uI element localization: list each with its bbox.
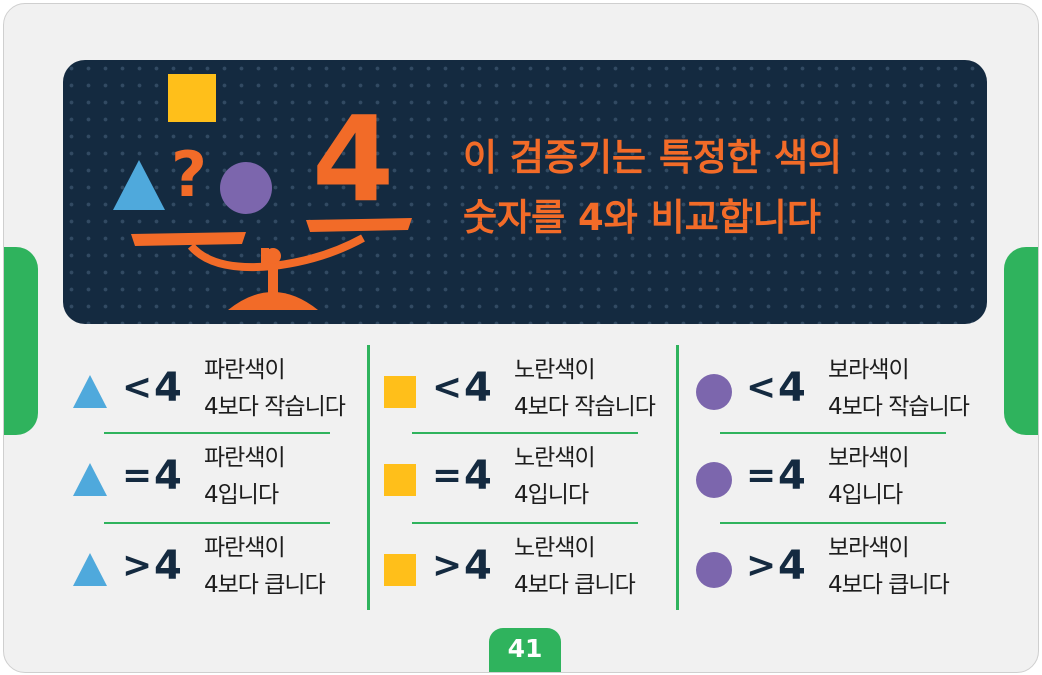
color-label: 노란색이	[514, 357, 596, 383]
row-divider	[720, 522, 946, 524]
color-label: 노란색이	[514, 445, 596, 471]
page-number-tab: 41	[489, 628, 561, 672]
color-label: 노란색이	[514, 535, 596, 561]
yellow-square-icon	[168, 74, 216, 122]
color-label: 파란색이	[204, 535, 286, 561]
yellow-square-icon	[384, 376, 416, 408]
blue-triangle-icon	[73, 553, 107, 586]
row-divider	[104, 432, 330, 434]
comparison-row: < 4 파란색이 4보다 작습니다	[70, 344, 360, 432]
right-side-tab	[1004, 247, 1038, 435]
number-four-weight: 4	[312, 90, 394, 228]
comparison-label: 4입니다	[828, 482, 903, 508]
question-mark: ?	[171, 138, 207, 211]
number-four: 4	[154, 365, 182, 411]
comparison-text: 노란색이 4보다 작습니다	[514, 352, 656, 426]
column-divider	[367, 345, 370, 610]
blue-triangle-icon	[73, 463, 107, 496]
row-divider	[104, 522, 330, 524]
purple-circle-icon	[220, 162, 272, 214]
equals-symbol: =	[122, 455, 153, 496]
yellow-square-icon	[384, 554, 416, 586]
column-divider	[676, 345, 679, 610]
comparison-row: < 4 보라색이 4보다 작습니다	[694, 344, 984, 432]
number-four: 4	[464, 543, 492, 589]
row-divider	[720, 432, 946, 434]
color-label: 파란색이	[204, 357, 286, 383]
purple-circle-icon	[696, 374, 732, 410]
comparison-text: 파란색이 4보다 큽니다	[204, 530, 326, 604]
purple-circle-icon	[696, 552, 732, 588]
row-divider	[412, 432, 638, 434]
left-side-tab	[4, 247, 38, 435]
comparison-row: > 4 보라색이 4보다 큽니다	[694, 522, 984, 610]
blue-triangle-icon	[73, 375, 107, 408]
comparison-text: 보라색이 4보다 큽니다	[828, 530, 950, 604]
comparison-label: 4입니다	[514, 482, 589, 508]
comparison-label: 4입니다	[204, 482, 279, 508]
page-number: 41	[507, 634, 543, 663]
comparison-text: 보라색이 4입니다	[828, 440, 910, 514]
balance-scale-illustration: ? 4	[113, 74, 412, 310]
comparison-row: > 4 노란색이 4보다 큽니다	[380, 522, 670, 610]
comparison-label: 4보다 작습니다	[204, 394, 346, 420]
equals-symbol: =	[746, 455, 777, 496]
blue-triangle-icon	[113, 160, 165, 210]
color-label: 보라색이	[828, 535, 910, 561]
color-label: 보라색이	[828, 357, 910, 383]
page-card: ? 4 이 검증기는 특정한 색의 숫자를 4와 비교합니다 < 4	[3, 3, 1039, 673]
comparison-label: 4보다 큽니다	[514, 572, 636, 598]
title-banner: ? 4 이 검증기는 특정한 색의 숫자를 4와 비교합니다	[63, 60, 987, 324]
yellow-square-icon	[384, 464, 416, 496]
comparison-label: 4보다 큽니다	[828, 572, 950, 598]
number-four: 4	[778, 365, 806, 411]
color-label: 파란색이	[204, 445, 286, 471]
comparison-row: = 4 노란색이 4입니다	[380, 432, 670, 520]
number-four: 4	[778, 453, 806, 499]
less-than-symbol: <	[746, 367, 777, 408]
color-label: 보라색이	[828, 445, 910, 471]
comparison-text: 파란색이 4입니다	[204, 440, 286, 514]
equals-symbol: =	[432, 455, 463, 496]
number-four: 4	[154, 543, 182, 589]
headline: 이 검증기는 특정한 색의 숫자를 4와 비교합니다	[463, 128, 842, 248]
number-four: 4	[464, 453, 492, 499]
greater-than-symbol: >	[122, 545, 153, 586]
comparison-row: > 4 파란색이 4보다 큽니다	[70, 522, 360, 610]
headline-line-2: 숫자를 4와 비교합니다	[463, 196, 821, 239]
number-four: 4	[464, 365, 492, 411]
less-than-symbol: <	[122, 367, 153, 408]
comparison-text: 보라색이 4보다 작습니다	[828, 352, 970, 426]
greater-than-symbol: >	[432, 545, 463, 586]
comparison-row: = 4 보라색이 4입니다	[694, 432, 984, 520]
number-four: 4	[778, 543, 806, 589]
comparison-row: = 4 파란색이 4입니다	[70, 432, 360, 520]
comparison-row: < 4 노란색이 4보다 작습니다	[380, 344, 670, 432]
less-than-symbol: <	[432, 367, 463, 408]
comparison-text: 노란색이 4입니다	[514, 440, 596, 514]
purple-circle-icon	[696, 462, 732, 498]
comparison-text: 파란색이 4보다 작습니다	[204, 352, 346, 426]
row-divider	[412, 522, 638, 524]
headline-line-1: 이 검증기는 특정한 색의	[463, 136, 843, 179]
comparison-text: 노란색이 4보다 큽니다	[514, 530, 636, 604]
scale-icon	[131, 218, 412, 310]
greater-than-symbol: >	[746, 545, 777, 586]
comparison-label: 4보다 큽니다	[204, 572, 326, 598]
comparison-label: 4보다 작습니다	[514, 394, 656, 420]
comparison-label: 4보다 작습니다	[828, 394, 970, 420]
number-four: 4	[154, 453, 182, 499]
